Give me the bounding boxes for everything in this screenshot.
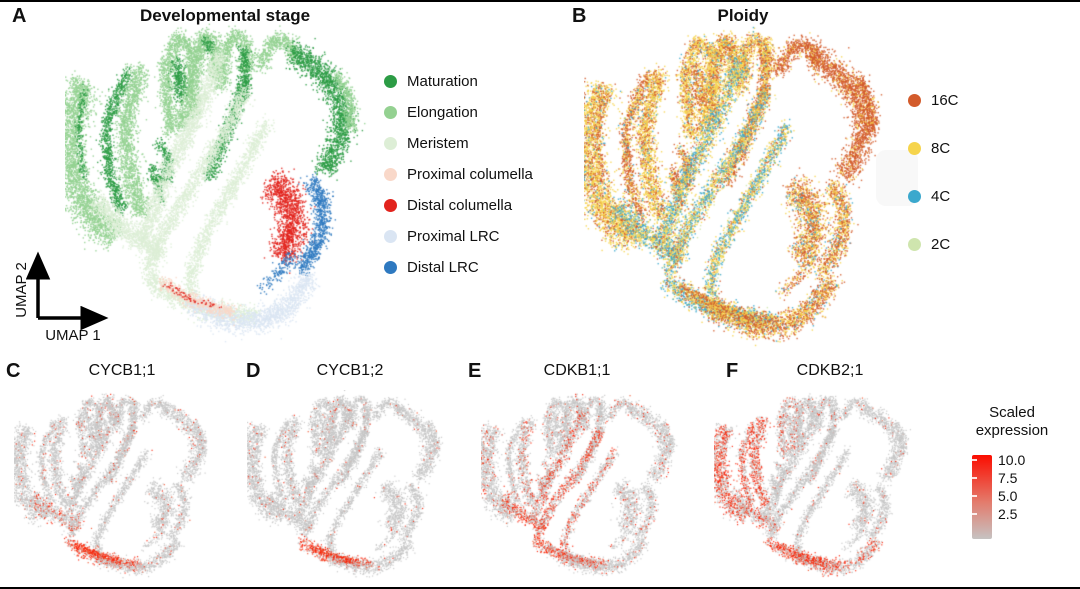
- legend-label: Meristem: [407, 134, 469, 152]
- legend-ploidy: 16C 8C 4C 2C: [908, 91, 959, 285]
- legend-item-proximal-lrc: Proximal LRC: [384, 227, 533, 245]
- figure-top-border: [0, 0, 1080, 2]
- legend-color-dot: [908, 141, 921, 155]
- legend-color-dot: [384, 198, 397, 212]
- legend-label: Distal LRC: [407, 258, 479, 276]
- colorbar-tick-10: 10.0: [998, 452, 1026, 468]
- legend-item-8c: 8C: [908, 139, 959, 157]
- legend-color-dot: [908, 189, 921, 203]
- legend-color-dot: [908, 237, 921, 251]
- panel-label-e: E: [468, 360, 482, 382]
- colorbar-tickmark: [972, 513, 977, 515]
- legend-color-dot: [384, 105, 397, 119]
- legend-label: 4C: [931, 187, 951, 205]
- umap-axes-arrows: UMAP 1 UMAP 2: [13, 251, 109, 344]
- panel-title-cycb1-2: CYCB1;2: [316, 362, 384, 379]
- legend-label: Elongation: [407, 103, 478, 121]
- legend-label: Proximal columella: [407, 165, 533, 183]
- colorbar-title: Scaled expression: [960, 404, 1064, 440]
- colorbar-tick-5: 5.0: [998, 488, 1018, 504]
- legend-item-4c: 4C: [908, 187, 959, 205]
- colorbar-tick-2-5: 2.5: [998, 506, 1018, 522]
- panel-title-ploidy: Ploidy: [717, 6, 769, 25]
- umap1-axis-label: UMAP 1: [45, 327, 101, 344]
- colorbar-tick-7-5: 7.5: [998, 470, 1018, 486]
- legend-item-elongation: Elongation: [384, 103, 533, 121]
- legend-label: 16C: [931, 91, 959, 109]
- colorbar-tickmark: [972, 477, 977, 479]
- umap-plot-cdkb1-1: [481, 390, 686, 589]
- legend-developmental-stage: Maturation Elongation Meristem Proximal col…: [384, 72, 533, 291]
- panel-title-cdkb2-1: CDKB2;1: [796, 362, 864, 379]
- colorbar-tickmark: [972, 495, 977, 497]
- legend-label: Distal columella: [407, 196, 513, 214]
- legend-color-dot: [384, 260, 397, 274]
- panel-label-c: C: [6, 360, 21, 382]
- umap2-axis-label: UMAP 2: [13, 262, 30, 318]
- umap-plot-cycb1-2: [247, 390, 452, 589]
- legend-color-dot: [384, 136, 397, 150]
- umap-plot-cycb1-1: [14, 390, 219, 589]
- umap-plot-cdkb2-1: [714, 390, 919, 589]
- umap-plot-ploidy: [584, 24, 896, 364]
- legend-item-meristem: Meristem: [384, 134, 533, 152]
- panel-label-b: B: [572, 5, 587, 27]
- legend-label: 2C: [931, 235, 951, 253]
- panel-title-cdkb1-1: CDKB1;1: [543, 362, 611, 379]
- legend-color-dot: [384, 229, 397, 243]
- colorbar-tickmark: [972, 459, 977, 461]
- legend-color-dot: [908, 93, 921, 107]
- panel-label-f: F: [726, 360, 739, 382]
- colorbar-title-line2: expression: [975, 422, 1049, 439]
- legend-item-2c: 2C: [908, 235, 959, 253]
- legend-item-distal-columella: Distal columella: [384, 196, 533, 214]
- legend-item-maturation: Maturation: [384, 72, 533, 90]
- umap-plot-developmental-stage: [65, 20, 375, 360]
- panel-label-d: D: [246, 360, 261, 382]
- legend-item-proximal-columella: Proximal columella: [384, 165, 533, 183]
- panel-label-a: A: [12, 5, 27, 27]
- legend-color-dot: [384, 74, 397, 88]
- legend-color-dot: [384, 167, 397, 181]
- legend-label: Maturation: [407, 72, 478, 90]
- legend-item-distal-lrc: Distal LRC: [384, 258, 533, 276]
- colorbar-title-line1: Scaled: [989, 404, 1035, 421]
- expression-colorbar: [972, 455, 992, 539]
- legend-item-16c: 16C: [908, 91, 959, 109]
- legend-label: 8C: [931, 139, 951, 157]
- legend-label: Proximal LRC: [407, 227, 500, 245]
- panel-title-cycb1-1: CYCB1;1: [88, 362, 156, 379]
